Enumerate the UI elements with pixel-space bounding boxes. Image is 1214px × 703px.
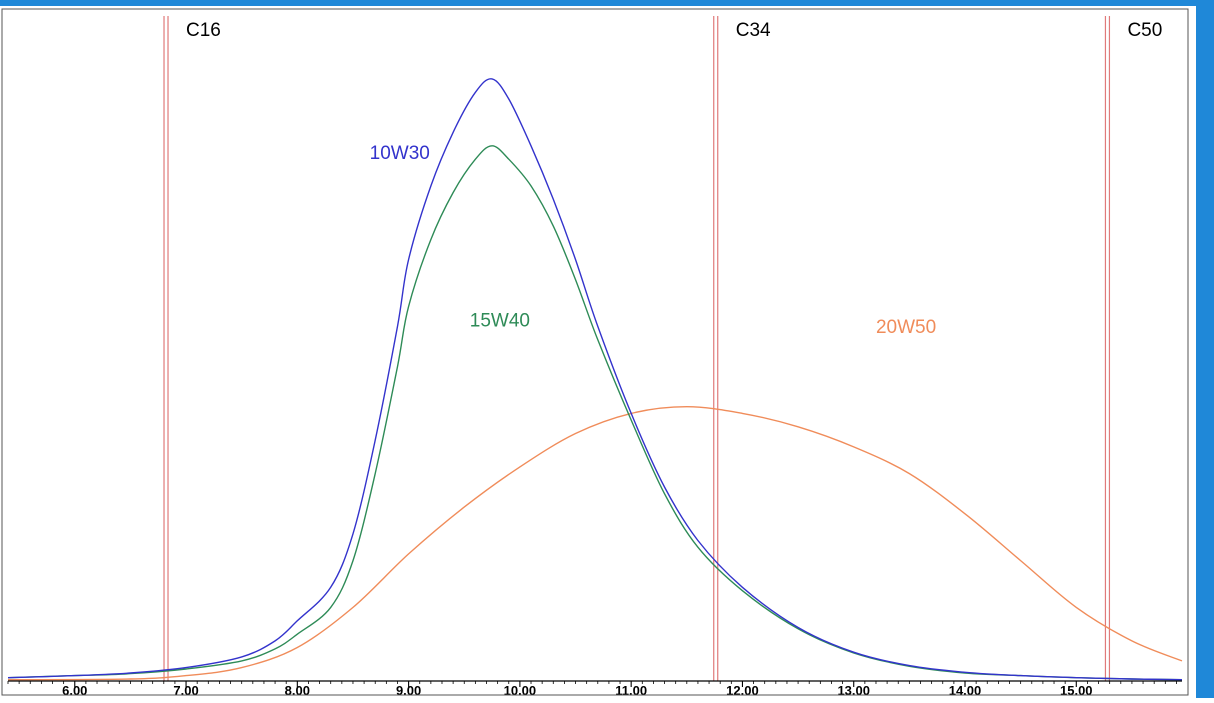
x-tick-label: 8.00	[285, 683, 310, 698]
reference-marker-group	[163, 16, 1111, 681]
series-label-15w40: 15W40	[470, 310, 530, 331]
x-tick-label: 13.00	[837, 683, 870, 698]
series-line-10w30	[7, 78, 1183, 681]
label-group: C16 C34 C50 10W30 15W40 20W50	[186, 20, 1162, 338]
frame-right-bar	[1196, 0, 1214, 698]
x-axis: 6.00 7.00 8.00 9.00 10.00 11.00 12.00 13.00 14.0…	[7, 680, 1182, 698]
x-tick-label: 6.00	[62, 683, 87, 698]
x-tick-label: 14.00	[949, 683, 982, 698]
x-tick-label: 9.00	[396, 683, 421, 698]
x-tick-label: 7.00	[173, 683, 198, 698]
series-group	[7, 78, 1183, 681]
series-label-20w50: 20W50	[876, 317, 936, 338]
reference-label-c50: C50	[1127, 20, 1162, 41]
series-line-20w50	[7, 406, 1183, 681]
reference-label-c34: C34	[736, 20, 771, 41]
series-label-10w30: 10W30	[370, 143, 430, 164]
x-tick-label: 12.00	[726, 683, 759, 698]
x-tick-label: 11.00	[615, 683, 647, 698]
x-tick-label: 10.00	[504, 683, 537, 698]
x-tick-label: 15.00	[1060, 683, 1093, 698]
frame-top-bar	[0, 0, 1214, 6]
plot-border	[1, 8, 1189, 696]
reference-label-c16: C16	[186, 20, 221, 41]
